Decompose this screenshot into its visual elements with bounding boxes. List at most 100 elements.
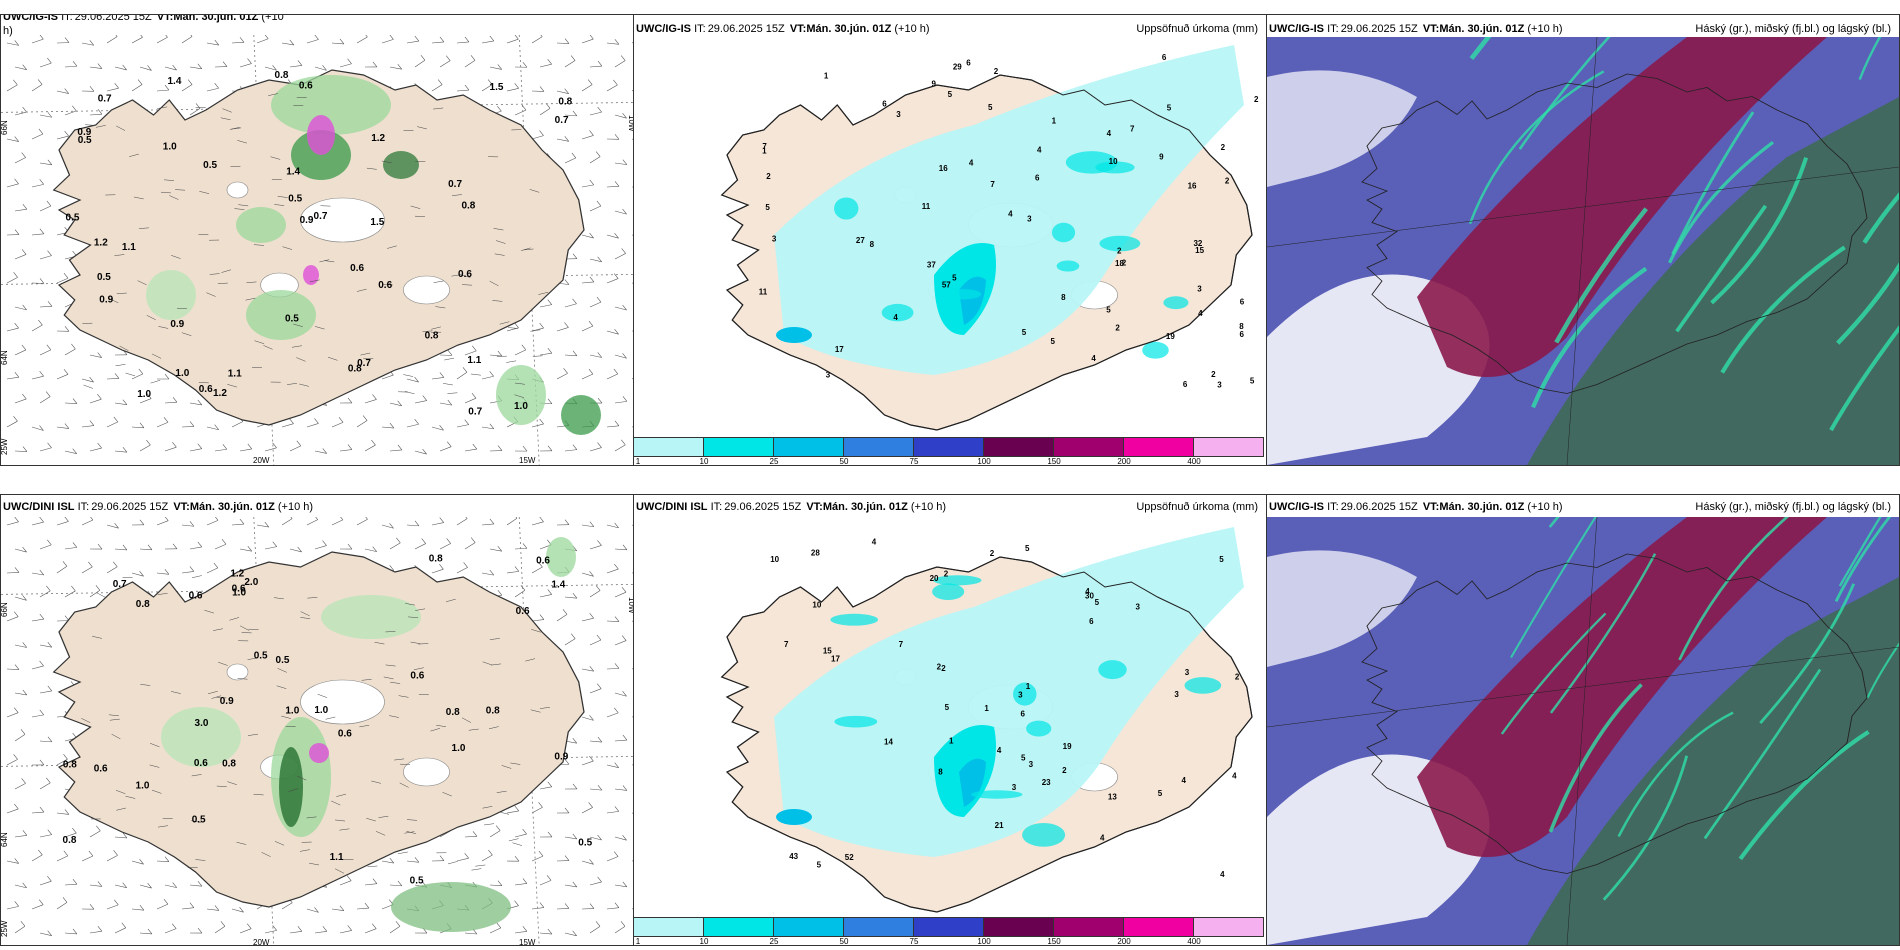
vt-label: VT: — [806, 501, 823, 513]
wind-barb — [522, 828, 527, 835]
wind-barb — [489, 927, 501, 934]
map-panel-wind-precip-bottom: UWC/DINI ISL IT: 29.06.2025 15Z VT:Mán. 3… — [0, 494, 634, 946]
wind-barb — [347, 543, 353, 550]
wind-barb — [197, 927, 203, 934]
wind-barb — [289, 418, 294, 424]
wind-barb — [464, 84, 470, 91]
wind-barb — [589, 836, 602, 841]
wind-barb — [530, 709, 541, 713]
precip-value-label: 0.6 — [232, 584, 246, 595]
wind-barb — [281, 715, 292, 719]
wind-barb — [614, 884, 627, 888]
wind-barb — [47, 112, 53, 118]
wind-barb — [514, 109, 527, 116]
wind-barb — [190, 35, 193, 37]
wind-barb — [286, 383, 297, 385]
accum-value-label: 1 — [949, 736, 954, 745]
wind-barb — [406, 819, 417, 821]
precip-value-label: 0.8 — [275, 70, 289, 81]
precip-value-label: 1.0 — [314, 705, 328, 716]
it-label: IT: — [694, 23, 706, 35]
wind-barb — [89, 904, 95, 910]
wind-barb — [306, 816, 317, 819]
wind-barb — [21, 152, 26, 158]
wind-barb — [282, 246, 293, 250]
wind-barb — [164, 446, 177, 452]
wind-barb — [514, 394, 524, 398]
wind-barb — [606, 811, 619, 814]
wind-barb — [589, 788, 602, 791]
wind-barb — [114, 836, 127, 839]
wind-barb — [39, 425, 44, 431]
wind-barb — [531, 36, 543, 44]
colorbar-cell — [704, 917, 774, 937]
wind-barb — [589, 571, 594, 577]
wind-barb — [6, 616, 19, 622]
wind-barb — [497, 64, 502, 70]
wind-barb — [156, 520, 169, 526]
wind-barb — [164, 373, 170, 380]
wind-barb — [253, 794, 264, 796]
accum-value-label: 5 — [1050, 337, 1055, 346]
wind-barb — [63, 754, 68, 760]
wind-barb — [620, 921, 626, 927]
wind-barb — [121, 922, 127, 928]
wind-barb — [508, 838, 519, 842]
accum-value-label: 3 — [1217, 380, 1222, 389]
wind-barb — [31, 324, 43, 332]
wind-barb — [606, 524, 619, 529]
lead-time: (+10 — [261, 14, 284, 23]
wind-barb — [514, 855, 520, 862]
map-panel-clouds-bottom: UWC/IG-IS IT: 29.06.2025 15Z VT:Mán. 30.j… — [1266, 494, 1900, 946]
wind-barb — [106, 87, 119, 92]
wind-barb — [418, 693, 429, 696]
wind-barb — [131, 908, 144, 911]
grid-line — [1267, 166, 1899, 248]
wind-barb — [397, 64, 403, 70]
accum-value-label: 2 — [937, 663, 942, 672]
wind-barb — [385, 664, 396, 667]
precip-value-label: 0.6 — [410, 670, 424, 681]
cloud-edge-contour — [1678, 517, 1790, 661]
cloud-edge-contour — [1510, 517, 1597, 659]
wind-barb — [597, 834, 602, 841]
wind-barb — [71, 343, 76, 350]
glacier — [300, 197, 385, 243]
wind-barb — [588, 320, 594, 327]
wind-barb — [581, 668, 594, 672]
wind-barb — [160, 191, 171, 194]
wind-barb — [597, 876, 602, 883]
accum-value-label: 1 — [1026, 682, 1031, 691]
accum-value-label: 11 — [922, 202, 931, 211]
colorbar-tick-label: 100 — [977, 457, 991, 466]
wind-barb — [581, 860, 594, 865]
wind-barb — [214, 39, 220, 46]
precip-value-label: 1.0 — [163, 141, 177, 152]
wind-barb — [547, 445, 553, 452]
wind-barb — [215, 517, 219, 521]
wind-barb — [218, 661, 228, 666]
wind-barb — [64, 932, 77, 935]
wind-barb — [81, 519, 94, 526]
wind-barb — [331, 42, 344, 45]
accum-value-label: 5 — [952, 274, 957, 283]
wind-barb — [39, 834, 52, 838]
axis-label: 64N — [1, 350, 9, 365]
wind-barb — [564, 855, 570, 861]
wind-barb — [481, 40, 494, 44]
wind-barb — [564, 596, 577, 599]
wind-barb — [164, 928, 177, 934]
accum-value-label: 4 — [1220, 870, 1225, 879]
wind-barb — [360, 352, 371, 356]
wind-barb — [381, 160, 392, 164]
wind-barb — [81, 855, 94, 862]
wind-barb — [446, 441, 452, 447]
wind-barb — [389, 565, 394, 571]
wind-barb — [274, 841, 285, 846]
heavy-precip-area — [307, 115, 335, 155]
wind-barb — [156, 860, 169, 863]
wind-barb — [339, 63, 352, 68]
wind-barb — [21, 344, 27, 351]
wind-barb — [589, 35, 594, 40]
accum-value-label: 3 — [1136, 602, 1141, 611]
